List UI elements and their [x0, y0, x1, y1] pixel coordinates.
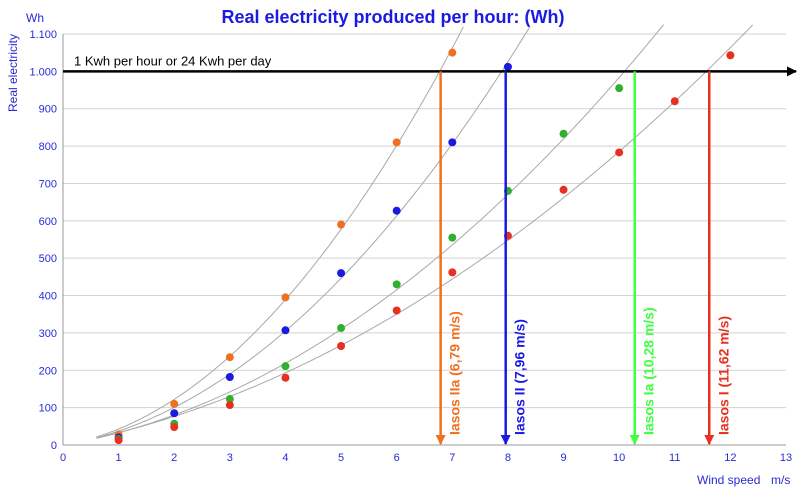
x-tick-label: 8 — [505, 452, 511, 464]
y-tick-label: 900 — [39, 104, 57, 116]
x-tick-label: 2 — [171, 452, 177, 464]
speed-marker-label: Iasos I (11,62 m/s) — [715, 316, 731, 435]
data-point — [225, 401, 234, 410]
x-tick-label: 10 — [613, 452, 625, 464]
x-tick-label: 1 — [116, 452, 122, 464]
y-tick-label: 700 — [39, 178, 57, 190]
data-point — [281, 373, 290, 382]
y-tick-label: 0 — [51, 440, 57, 452]
data-point — [559, 129, 568, 138]
x-tick-label: 9 — [560, 452, 566, 464]
data-point — [448, 233, 457, 242]
x-tick-label: 5 — [338, 452, 344, 464]
data-point — [281, 326, 290, 335]
data-point — [225, 395, 234, 404]
x-tick-label: 12 — [724, 452, 736, 464]
reference-line-label: 1 Kwh per hour or 24 Kwh per day — [74, 53, 272, 68]
speed-markers: Iasos IIa (6,79 m/s) Iasos II (7,96 m/s) I… — [435, 71, 731, 445]
x-tick-label: 3 — [227, 452, 233, 464]
data-point — [392, 306, 401, 315]
speed-marker-label: Iasos II (7,96 m/s) — [512, 319, 528, 435]
reference-line-group: 1 Kwh per hour or 24 Kwh per day — [63, 53, 797, 77]
data-point — [559, 185, 568, 194]
x-tick-label: 7 — [449, 452, 455, 464]
y-axis-unit: Wh — [26, 11, 44, 25]
y-tick-label: 1.000 — [29, 66, 57, 78]
x-tick-label: 13 — [780, 452, 792, 464]
data-point — [337, 269, 346, 278]
data-point — [726, 51, 735, 60]
data-point — [337, 341, 346, 350]
y-tick-label: 800 — [39, 141, 57, 153]
data-point — [670, 97, 679, 106]
y-tick-label: 300 — [39, 328, 57, 340]
data-point — [114, 436, 123, 445]
data-point — [337, 220, 346, 229]
data-point — [225, 353, 234, 362]
data-point — [503, 62, 512, 71]
x-tick-label: 11 — [669, 452, 680, 464]
x-axis-unit: m/s — [771, 473, 790, 487]
data-point — [170, 399, 179, 408]
data-points — [114, 48, 735, 445]
data-point — [225, 372, 234, 381]
data-point — [448, 48, 457, 57]
data-point — [615, 148, 624, 157]
chart-title: Real electricity produced per hour: (Wh) — [221, 7, 564, 27]
x-tick-label: 4 — [282, 452, 288, 464]
trend-curve — [96, 24, 753, 439]
data-point — [448, 138, 457, 147]
trend-curve — [96, 24, 664, 439]
data-point — [337, 324, 346, 333]
y-axis-label: Real electricity — [6, 34, 20, 112]
x-axis-label: Wind speed — [697, 473, 760, 487]
x-tick-label: 0 — [60, 452, 66, 464]
trend-curve — [96, 26, 464, 438]
y-tick-label: 400 — [39, 291, 57, 303]
data-point — [392, 138, 401, 147]
axes: 0 100 200 300 400 500 600 700 800 900 1.000 1.100 0 1… — [29, 29, 792, 464]
trend-curve — [96, 26, 531, 439]
data-point — [281, 362, 290, 371]
speed-marker-label: Iasos Ia (10,28 m/s) — [641, 307, 657, 435]
x-tick-label: 6 — [394, 452, 400, 464]
y-tick-label: 500 — [39, 253, 57, 265]
y-tick-label: 600 — [39, 216, 57, 228]
data-point — [170, 423, 179, 432]
data-point — [392, 280, 401, 289]
speed-marker-label: Iasos IIa (6,79 m/s) — [447, 311, 463, 435]
data-point — [281, 293, 290, 302]
grid-lines — [63, 33, 786, 409]
trend-curves — [96, 24, 753, 439]
y-tick-label: 1.100 — [29, 29, 57, 41]
data-point — [448, 268, 457, 277]
y-tick-label: 200 — [39, 365, 57, 377]
data-point — [392, 206, 401, 215]
data-point — [170, 409, 179, 418]
y-tick-label: 100 — [39, 403, 57, 415]
data-point — [615, 84, 624, 93]
